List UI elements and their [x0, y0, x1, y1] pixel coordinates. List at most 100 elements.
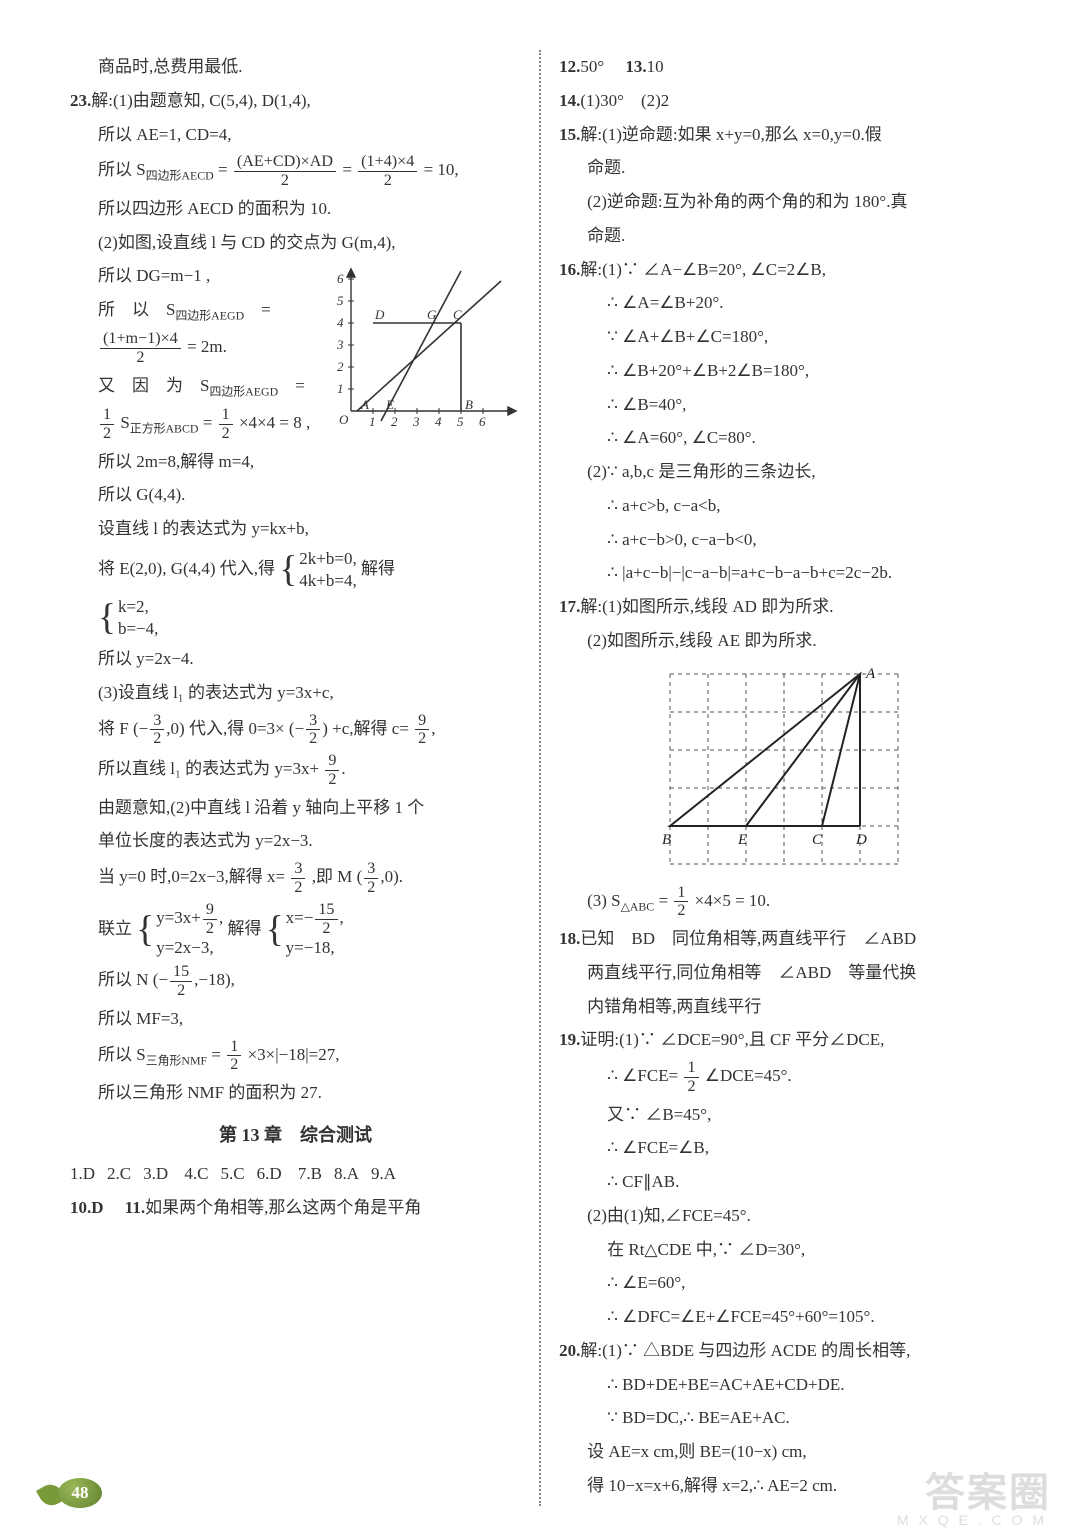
- text: 所以 S: [98, 160, 146, 179]
- fraction: 12: [674, 884, 688, 921]
- question-number: 19.: [559, 1030, 580, 1049]
- question-number: 15.: [559, 125, 580, 144]
- text: 解得: [227, 919, 261, 938]
- text-line: 18.已知 BD 同位角相等,两直线平行 ∠ABD: [559, 922, 1010, 956]
- question-number: 14.: [559, 91, 580, 110]
- text: 证明:(1)∵ ∠DCE=90°,且 CF 平分∠DCE,: [580, 1030, 884, 1049]
- text-line: 命题.: [559, 219, 1010, 253]
- fraction: 12: [219, 406, 233, 443]
- svg-text:1: 1: [337, 381, 344, 396]
- fraction: 32: [306, 712, 320, 749]
- text-line: (2)∵ a,b,c 是三角形的三条边长,: [559, 455, 1010, 489]
- text-line: (2)如图所示,线段 AE 即为所求.: [559, 624, 1010, 658]
- mc-answers-row: 10.D 11.如果两个角相等,那么这两个角是平角: [70, 1191, 521, 1225]
- text-line: 设直线 l 的表达式为 y=kx+b,: [70, 512, 521, 546]
- subscript: 四边形AECD: [146, 169, 214, 183]
- watermark-text: 答案圈: [925, 1460, 1051, 1518]
- text: ,即 M: [312, 867, 353, 886]
- text-line: 所以 AE=1, CD=4,: [70, 118, 521, 152]
- text-line: 12.50° 13.10: [559, 50, 1010, 84]
- text: ∴ ∠FCE=: [607, 1066, 678, 1085]
- text-line: ∴ ∠B=40°,: [559, 388, 1010, 422]
- text: 已知 BD 同位角相等,两直线平行 ∠ABD: [580, 929, 916, 948]
- question-number: 18.: [559, 929, 580, 948]
- text-line: (2)由(1)知,∠FCE=45°.: [559, 1199, 1010, 1233]
- text-line: 所以三角形 NMF 的面积为 27.: [70, 1076, 521, 1110]
- question-number: 13.: [625, 57, 646, 76]
- fraction: 92: [325, 752, 339, 789]
- column-divider: [539, 50, 541, 1506]
- text-line: 所以 y=2x−4.: [70, 642, 521, 676]
- text: =: [244, 300, 271, 319]
- fraction: (AE+CD)×AD2: [234, 153, 336, 190]
- text-line: 所以 MF=3,: [70, 1002, 521, 1036]
- text: =: [207, 1045, 225, 1064]
- svg-text:G: G: [427, 307, 437, 322]
- chapter-heading: 第 13 章 综合测试: [70, 1120, 521, 1152]
- text: 解:(1)由题意知, C(5,4), D(1,4),: [91, 91, 311, 110]
- text-line: (2)如图,设直线 l 与 CD 的交点为 G(m,4),: [70, 226, 521, 260]
- text: ,: [231, 971, 235, 990]
- text-line: 两直线平行,同位角相等 ∠ABD 等量代换: [559, 956, 1010, 990]
- text-line: 又∵ ∠B=45°,: [559, 1098, 1010, 1132]
- formula-line: 所以 N (−152,−18),: [70, 961, 521, 1002]
- svg-text:A: A: [360, 397, 369, 412]
- question-number: 12.: [559, 57, 580, 76]
- text: 所以 S: [98, 1045, 146, 1064]
- text-line: 20.解:(1)∵ △BDE 与四边形 ACDE 的周长相等,: [559, 1334, 1010, 1368]
- question-number: 17.: [559, 597, 580, 616]
- text: 所以 N: [98, 971, 149, 990]
- fraction: 12: [227, 1038, 241, 1075]
- text: (1)30° (2)2: [580, 91, 669, 110]
- grid-figure: A B E C D: [660, 664, 910, 874]
- text: 解:(1)逆命题:如果 x+y=0,那么 x=0,y=0.假: [580, 125, 881, 144]
- page-number: 48: [58, 1478, 102, 1508]
- left-column: 商品时,总费用最低. 23.解:(1)由题意知, C(5,4), D(1,4),…: [70, 50, 535, 1506]
- formula-line: 将 E(2,0), G(4,4) 代入,得 { 2k+b=0,4k+b=4, 解…: [70, 546, 521, 594]
- question-number: 16.: [559, 260, 580, 279]
- text: ,0): [166, 719, 184, 738]
- text: ×4×5 = 10.: [695, 891, 771, 910]
- formula-line: 所以 S三角形NMF = 12 ×3×|−18|=27,: [70, 1036, 521, 1077]
- text: 10: [647, 57, 664, 76]
- question-number: 11.: [125, 1198, 145, 1217]
- question-number: 23.: [70, 91, 91, 110]
- q23-line: 23.解:(1)由题意知, C(5,4), D(1,4),: [70, 84, 521, 118]
- page-number-badge: 48: [48, 1474, 108, 1514]
- text: 所 以 S: [98, 300, 175, 319]
- text-line: ∴ a+c>b, c−a<b,: [559, 489, 1010, 523]
- subscript: 四边形AEGD: [175, 308, 244, 322]
- fraction: 32: [364, 860, 378, 897]
- svg-text:6: 6: [337, 271, 344, 286]
- svg-text:4: 4: [435, 414, 442, 429]
- text: ,0): [380, 867, 398, 886]
- fraction: (1+4)×42: [358, 153, 417, 190]
- text-line: 单位长度的表达式为 y=2x−3.: [70, 824, 521, 858]
- answer: 10.D: [70, 1198, 104, 1217]
- text-line: ∴ BD+DE+BE=AC+AE+CD+DE.: [559, 1368, 1010, 1402]
- text-line: 17.解:(1)如图所示,线段 AD 即为所求.: [559, 590, 1010, 624]
- text: ∠DCE=45°.: [705, 1066, 792, 1085]
- fraction: 32: [291, 860, 305, 897]
- text: 将 E(2,0), G(4,4) 代入,得: [98, 559, 275, 578]
- text-line: ∴ ∠FCE=∠B,: [559, 1131, 1010, 1165]
- text-line: 内错角相等,两直线平行: [559, 990, 1010, 1024]
- brace-system: { x=−152, y=−18,: [266, 901, 344, 960]
- text: 将 F: [98, 719, 129, 738]
- text: 50°: [580, 57, 604, 76]
- text-line: ∴ ∠A=60°, ∠C=80°.: [559, 421, 1010, 455]
- fraction: 32: [150, 712, 164, 749]
- formula-line: (3) S△ABC = 12 ×4×5 = 10.: [559, 882, 1010, 923]
- text-line: (3)设直线 l₁ 的表达式为 y=3x+c,: [70, 676, 521, 710]
- svg-text:O: O: [339, 412, 349, 427]
- text-line: ∴ a+c−b>0, c−a−b<0,: [559, 523, 1010, 557]
- subscript: 四边形AEGD: [209, 384, 278, 398]
- text: (: [357, 867, 363, 886]
- text: ×3×|−18|=27,: [248, 1045, 340, 1064]
- text-line: ∵ BD=DC,∴ BE=AE+AC.: [559, 1401, 1010, 1435]
- text-line: ∵ ∠A+∠B+∠C=180°,: [559, 320, 1010, 354]
- text: .: [399, 867, 403, 886]
- text: =: [278, 376, 305, 395]
- text: 解:(1)∵ △BDE 与四边形 ACDE 的周长相等,: [580, 1341, 910, 1360]
- formula-line: 所以 S四边形AECD = (AE+CD)×AD2 = (1+4)×42 = 1…: [70, 151, 521, 192]
